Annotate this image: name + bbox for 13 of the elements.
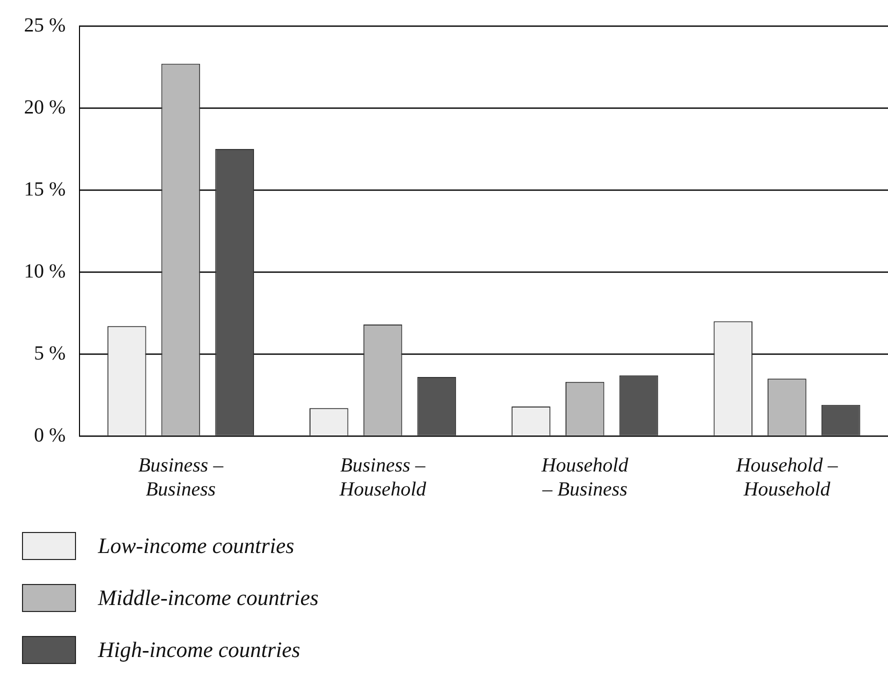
y-tick-label: 15 % — [24, 178, 66, 200]
y-tick-label: 25 % — [24, 14, 66, 36]
y-tick-label: 20 % — [24, 96, 66, 118]
legend-label: Low-income countries — [98, 533, 294, 559]
y-tick-label: 10 % — [24, 260, 66, 282]
y-tick-label: 5 % — [34, 342, 66, 364]
x-tick-label: Household – Business — [540, 454, 630, 500]
legend-label: Middle-income countries — [98, 585, 319, 611]
x-tick-label: Household – Household — [735, 454, 839, 500]
x-tick-label: Business – Business — [138, 454, 224, 500]
legend-label: High-income countries — [98, 637, 300, 663]
x-tick-label: Business – Household — [338, 454, 428, 500]
y-tick-label: 0 % — [34, 424, 66, 446]
